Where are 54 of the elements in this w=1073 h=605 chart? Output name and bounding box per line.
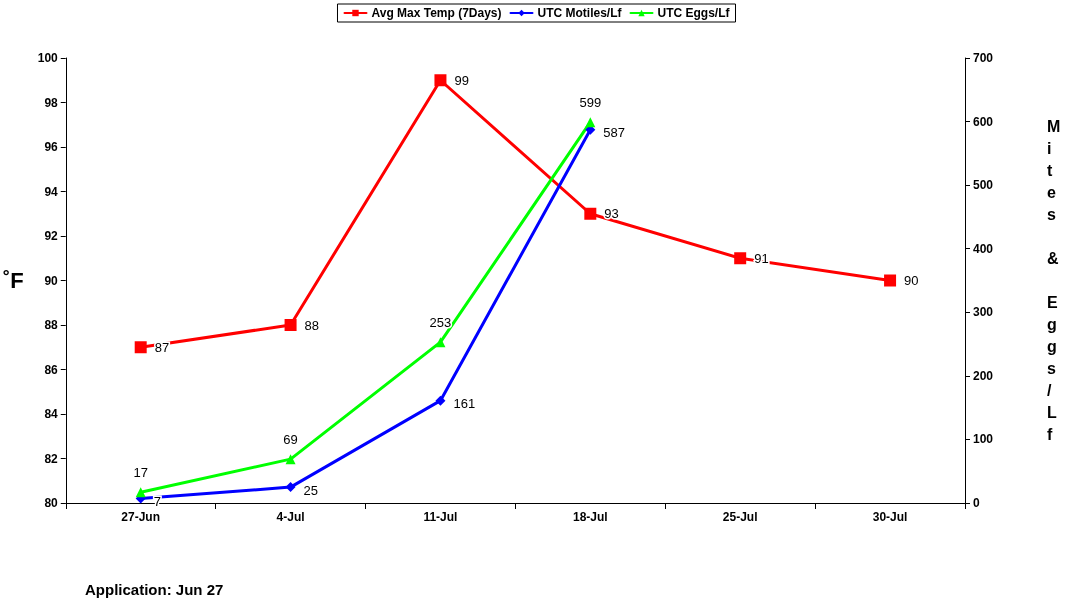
x-tick-label: 4-Jul — [276, 510, 305, 524]
point — [585, 117, 596, 128]
y-tick-label: 82 — [44, 451, 59, 466]
text: Mites & Eggs/Lf — [1047, 118, 1061, 443]
y2-tick-label: 700 — [973, 51, 994, 65]
y2-tick-label: 100 — [973, 432, 994, 447]
y2-tick-label: 500 — [973, 178, 994, 193]
y-tick-label: 94 — [44, 184, 59, 199]
point — [435, 337, 446, 348]
y-axis-title: ˚F — [3, 268, 24, 293]
data-label: 93 — [604, 206, 619, 222]
y-tick-label: 90 — [44, 273, 59, 288]
y2-tick-label: 200 — [973, 368, 994, 383]
x-tick-label: 18-Jul — [572, 510, 608, 524]
data-label: 88 — [304, 317, 320, 333]
data-label: 25 — [303, 482, 319, 498]
data-label: 17 — [133, 465, 148, 481]
point — [285, 482, 296, 493]
y-tick-label: 98 — [44, 95, 59, 110]
text: Application: Jun 27 — [85, 581, 224, 598]
data-label: 599 — [579, 95, 602, 111]
point — [284, 319, 297, 331]
x-tick-label: 11-Jul — [423, 510, 458, 524]
y-tick-label: 92 — [44, 229, 59, 243]
x-tick-label: 25-Jul — [722, 510, 758, 524]
legend-label: UTC Motiles/Lf — [537, 6, 623, 20]
y2-tick-label: 300 — [973, 305, 994, 320]
y-tick-label: 96 — [44, 140, 59, 154]
legend-label: Avg Max Temp (7Days) — [371, 6, 502, 20]
point — [435, 395, 446, 406]
legend-label: UTC Eggs/Lf — [657, 6, 731, 20]
data-label: 90 — [904, 273, 919, 288]
y-tick-label: 80 — [44, 496, 59, 510]
point — [134, 341, 147, 354]
y2-tick-label: 0 — [973, 496, 980, 510]
point — [434, 74, 447, 87]
y-tick-label: 100 — [37, 51, 59, 65]
point — [285, 454, 296, 465]
y2-tick-label: 600 — [973, 114, 994, 129]
y-tick-label: 88 — [44, 318, 59, 332]
x-tick-label: 30-Jul — [872, 510, 908, 524]
y-tick-label: 84 — [44, 407, 59, 421]
data-label: 587 — [603, 125, 626, 141]
data-label: 253 — [429, 315, 452, 331]
y2-tick-label: 400 — [973, 241, 994, 256]
y-tick-label: 86 — [44, 362, 59, 377]
x-tick-label: 27-Jun — [121, 510, 161, 524]
data-label: 161 — [453, 396, 476, 412]
point — [884, 274, 897, 287]
point — [584, 207, 597, 220]
point — [734, 252, 747, 265]
data-label: 69 — [283, 432, 298, 448]
data-label: 99 — [454, 72, 469, 88]
point — [135, 487, 146, 498]
